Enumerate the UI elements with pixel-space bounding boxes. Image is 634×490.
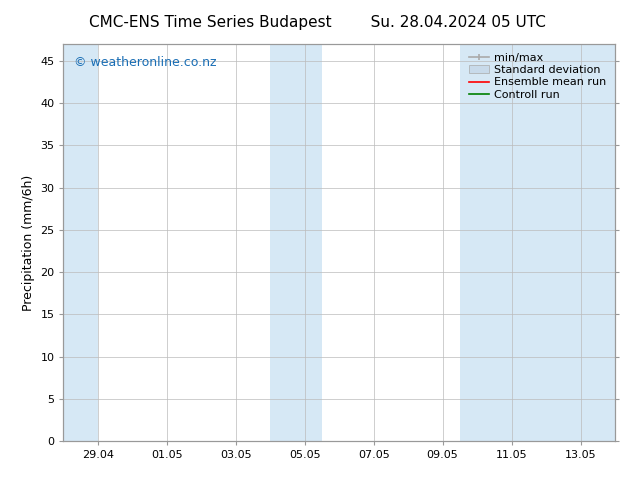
Text: CMC-ENS Time Series Budapest        Su. 28.04.2024 05 UTC: CMC-ENS Time Series Budapest Su. 28.04.2… [89, 15, 545, 30]
Y-axis label: Precipitation (mm/6h): Precipitation (mm/6h) [22, 174, 35, 311]
Bar [460, 44, 615, 441]
Bar [270, 44, 322, 441]
Text: © weatheronline.co.nz: © weatheronline.co.nz [74, 56, 217, 69]
Bar [63, 44, 98, 441]
Legend: min/max, Standard deviation, Ensemble mean run, Controll run: min/max, Standard deviation, Ensemble me… [466, 49, 609, 103]
